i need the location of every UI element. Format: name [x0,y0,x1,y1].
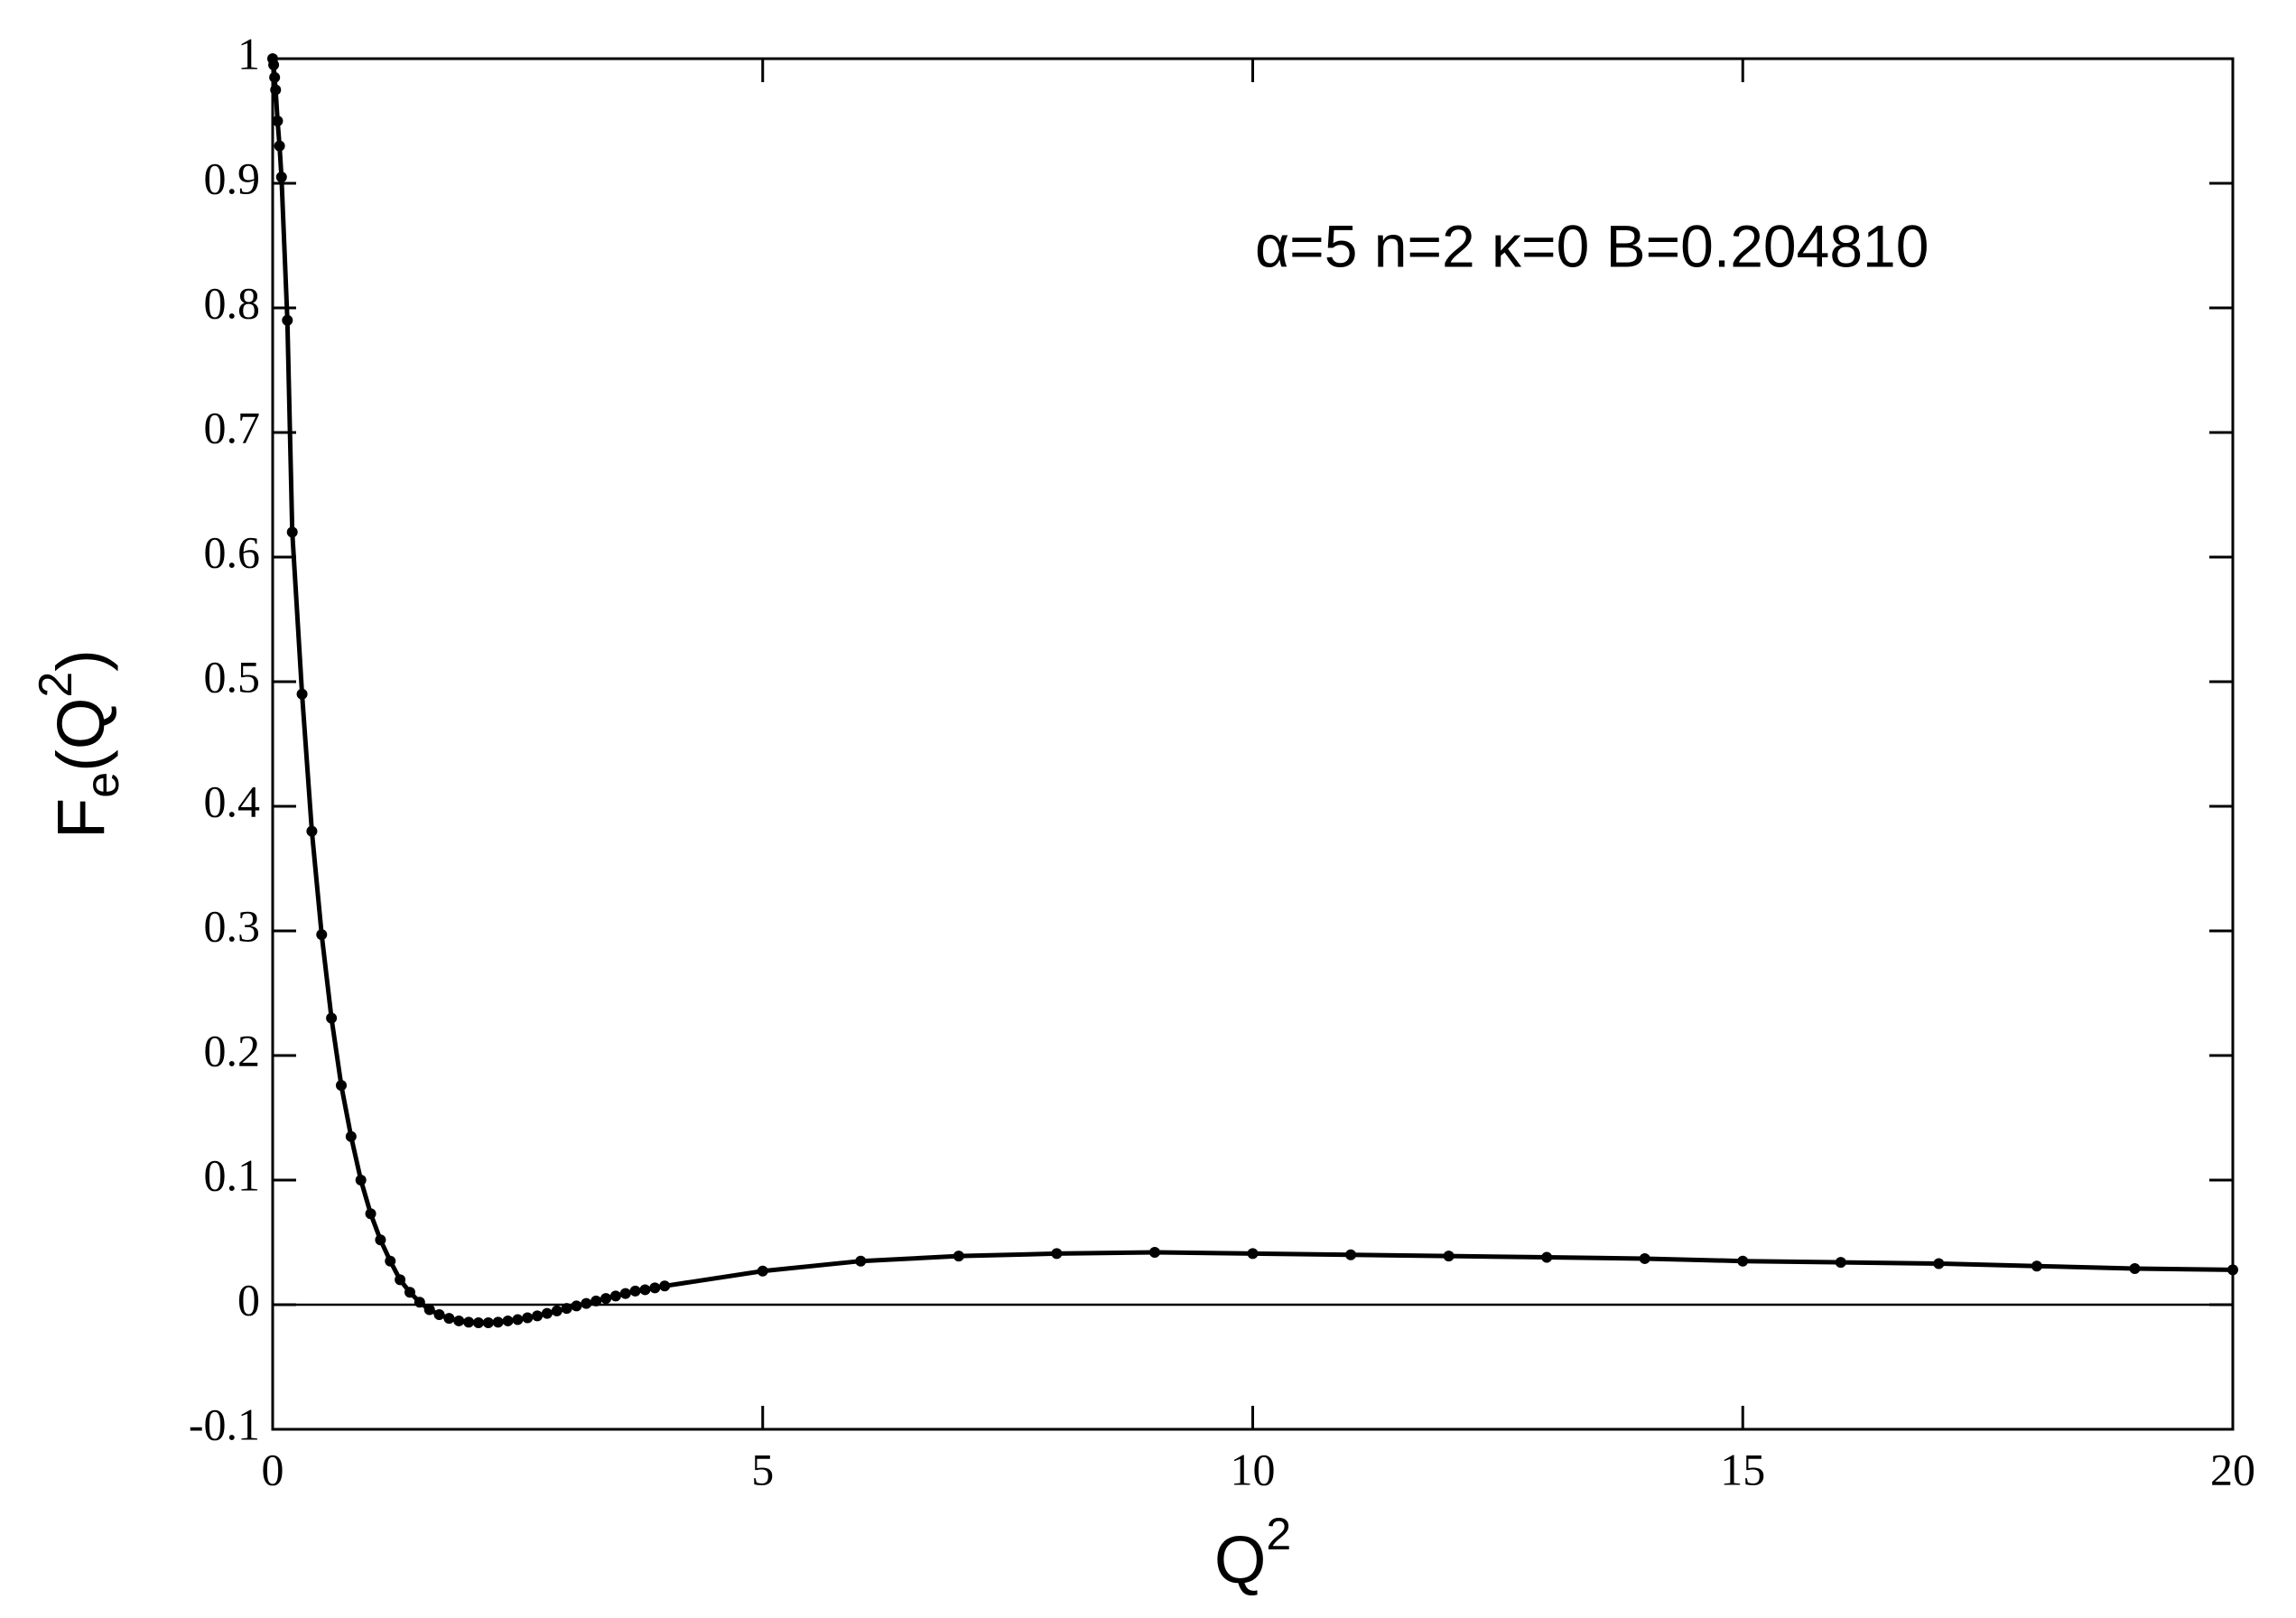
data-point [335,1080,347,1092]
data-point [345,1130,357,1142]
data-point [275,172,287,183]
data-point [2227,1264,2238,1276]
data-point [1737,1255,1749,1267]
data-point [423,1304,435,1316]
y-tick-label: 0.7 [204,402,261,452]
y-tick-label: 0.6 [204,526,261,577]
x-tick-label: 20 [2210,1444,2255,1494]
data-point [1051,1248,1063,1260]
x-tick-label: 5 [751,1444,774,1494]
y-tick-label: -0.1 [189,1399,260,1449]
y-label-part: F [43,798,118,839]
y-label-sup: 2 [30,672,82,698]
data-point [590,1295,602,1306]
data-point [272,116,284,126]
y-tick-label: 0.9 [204,153,261,203]
data-point [639,1284,651,1296]
data-point [561,1303,572,1315]
data-point [453,1315,465,1326]
data-point [492,1316,504,1328]
data-point [1345,1249,1357,1260]
y-tick-label: 0.3 [204,900,261,951]
data-point [269,71,281,83]
data-point [1541,1251,1553,1263]
data-point [609,1290,621,1302]
x-tick-label: 15 [1720,1444,1765,1494]
data-point [395,1274,406,1286]
data-point [355,1175,367,1186]
data-point [482,1317,494,1329]
data-point [472,1317,484,1329]
data-point [365,1208,376,1220]
x-tick-label: 10 [1231,1444,1276,1494]
y-tick-label: 0.4 [204,776,261,826]
data-point [414,1297,425,1308]
data-point [1148,1247,1160,1259]
data-point [659,1280,671,1292]
data-point [326,1012,338,1024]
data-point [282,314,293,326]
data-point [404,1287,415,1298]
y-tick-label: 0.8 [204,277,261,328]
data-point [268,59,280,70]
data-point [375,1234,386,1246]
data-point [629,1285,641,1297]
data-point [316,929,328,941]
data-point [443,1313,455,1325]
x-axis-label: Q2 [1214,1509,1291,1596]
data-point [1639,1252,1650,1264]
data-point [522,1312,534,1324]
data-point [855,1255,867,1267]
data-point [581,1297,592,1309]
y-label-sub: e [77,772,129,798]
data-point [1933,1258,1945,1269]
data-point [385,1255,396,1267]
x-label-part: Q [1214,1522,1267,1597]
data-point [532,1310,544,1322]
series-line [270,58,2234,1325]
data-point [551,1305,562,1316]
data-point [1247,1248,1259,1260]
data-point [1443,1251,1455,1262]
x-tick-label: 0 [262,1444,284,1494]
y-tick-label: 0 [237,1274,260,1325]
x-label-sup: 2 [1266,1509,1291,1559]
data-point [649,1282,661,1294]
data-point [512,1314,524,1325]
data-point [502,1315,514,1326]
data-point [270,84,282,96]
y-tick-label: 0.1 [204,1149,261,1200]
data-point [306,825,318,837]
data-point [286,526,298,538]
y-tick-label: 0.5 [204,651,261,702]
data-point [1835,1257,1846,1269]
y-label-part: ) [43,649,118,672]
y-label-part: (Q [43,698,118,772]
plot-frame [271,57,2235,1431]
data-point [2031,1260,2042,1272]
y-axis-label: Fe(Q2) [30,649,129,839]
data-point [274,140,285,152]
data-point [571,1300,582,1312]
data-point [296,688,308,700]
annotation: α=5 n=2 κ=0 B=0.204810 [1255,212,1929,279]
data-point [619,1288,631,1299]
data-point [463,1316,475,1328]
data-point [757,1265,768,1277]
y-tick-label: 1 [237,28,260,79]
data-point [953,1251,964,1262]
y-tick-label: 0.2 [204,1025,261,1075]
data-point [433,1309,445,1321]
data-point [600,1293,612,1305]
data-point [2129,1262,2141,1274]
data-point [541,1307,553,1319]
